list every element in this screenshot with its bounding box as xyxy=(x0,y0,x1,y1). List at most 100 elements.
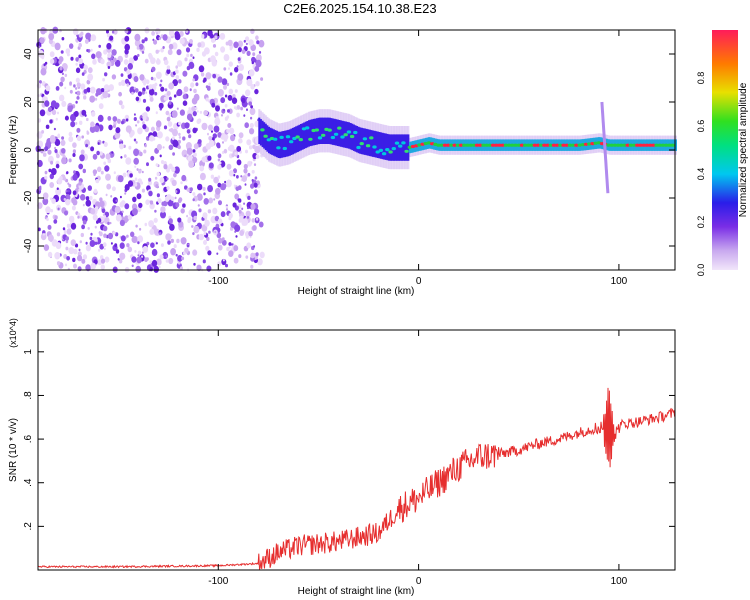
noise-speckle xyxy=(139,227,142,231)
noise-speckle xyxy=(203,231,207,236)
noise-speckle xyxy=(250,264,254,269)
noise-speckle xyxy=(217,74,220,77)
noise-speckle xyxy=(205,97,209,102)
noise-speckle xyxy=(184,185,188,190)
noise-speckle xyxy=(236,65,239,68)
noise-speckle xyxy=(124,35,130,42)
noise-speckle xyxy=(69,43,74,49)
noise-speckle xyxy=(119,252,126,260)
noise-speckle xyxy=(128,145,132,150)
noise-speckle xyxy=(81,135,84,139)
noise-speckle xyxy=(240,106,244,111)
noise-speckle xyxy=(67,182,70,185)
noise-speckle xyxy=(148,177,152,182)
noise-speckle xyxy=(258,221,264,228)
track-core xyxy=(558,143,563,147)
noise-speckle xyxy=(246,242,252,249)
noise-speckle xyxy=(133,76,139,83)
noise-speckle xyxy=(224,180,227,184)
noise-speckle xyxy=(183,86,189,93)
noise-speckle xyxy=(53,127,57,131)
noise-speckle xyxy=(248,69,255,77)
noise-speckle xyxy=(221,237,225,241)
track-core xyxy=(330,135,336,140)
noise-speckle xyxy=(250,28,255,34)
noise-speckle xyxy=(144,257,148,263)
noise-speckle xyxy=(94,241,98,245)
noise-speckle xyxy=(165,233,172,241)
noise-speckle xyxy=(257,258,263,266)
track-body xyxy=(335,119,338,146)
noise-speckle xyxy=(231,97,238,104)
noise-speckle xyxy=(78,54,82,59)
noise-speckle xyxy=(88,146,91,149)
noise-speckle xyxy=(176,107,179,110)
noise-speckle xyxy=(100,170,104,175)
noise-speckle xyxy=(174,196,177,200)
noise-speckle xyxy=(214,230,217,234)
noise-speckle xyxy=(72,149,76,154)
noise-speckle xyxy=(87,67,93,74)
track-core xyxy=(391,147,396,151)
noise-speckle xyxy=(87,185,93,191)
noise-speckle xyxy=(73,248,78,255)
noise-speckle xyxy=(204,221,210,227)
noise-speckle xyxy=(56,261,61,266)
noise-speckle xyxy=(69,81,72,85)
noise-speckle xyxy=(124,184,130,191)
y-tick-label: .8 xyxy=(23,391,34,400)
noise-speckle xyxy=(79,120,83,126)
noise-speckle xyxy=(111,49,117,56)
noise-speckle xyxy=(135,124,138,127)
noise-speckle xyxy=(250,116,253,120)
noise-speckle xyxy=(247,172,251,177)
noise-speckle xyxy=(205,143,211,150)
noise-speckle xyxy=(184,247,189,254)
noise-speckle xyxy=(241,207,244,211)
noise-speckle xyxy=(258,51,262,54)
noise-speckle xyxy=(246,78,253,87)
noise-speckle xyxy=(47,251,53,258)
noise-speckle xyxy=(179,37,185,45)
noise-speckle xyxy=(236,145,242,152)
noise-speckle xyxy=(45,85,51,92)
track-body xyxy=(301,123,304,150)
noise-speckle xyxy=(182,100,188,106)
track-body xyxy=(296,125,299,152)
noise-speckle xyxy=(97,166,102,173)
noise-speckle xyxy=(78,163,84,170)
noise-speckle xyxy=(45,124,50,129)
noise-speckle xyxy=(136,120,140,124)
noise-speckle xyxy=(163,96,167,101)
noise-speckle xyxy=(78,33,83,38)
noise-speckle xyxy=(75,194,78,198)
noise-speckle xyxy=(99,151,103,156)
noise-speckle xyxy=(191,106,196,112)
noise-speckle xyxy=(90,232,93,236)
noise-speckle xyxy=(192,149,196,153)
noise-speckle xyxy=(163,59,169,66)
noise-speckle xyxy=(72,257,76,263)
noise-speckle xyxy=(160,211,166,219)
noise-speckle xyxy=(180,266,183,270)
noise-speckle xyxy=(98,44,101,48)
noise-speckle xyxy=(223,136,228,142)
noise-speckle xyxy=(93,173,96,176)
noise-speckle xyxy=(102,90,109,99)
noise-speckle xyxy=(137,235,144,243)
noise-speckle xyxy=(162,146,165,149)
noise-speckle xyxy=(142,124,147,130)
noise-speckle xyxy=(40,67,47,76)
noise-speckle xyxy=(90,48,93,52)
noise-speckle xyxy=(237,185,242,191)
track-body xyxy=(293,127,296,154)
snr-border xyxy=(37,329,676,571)
noise-speckle xyxy=(192,78,195,82)
noise-speckle xyxy=(242,218,249,226)
noise-speckle xyxy=(216,232,222,239)
noise-speckle xyxy=(221,258,227,266)
noise-speckle xyxy=(153,77,157,82)
noise-speckle xyxy=(79,154,85,162)
track-body xyxy=(312,118,315,146)
noise-speckle xyxy=(175,202,180,208)
